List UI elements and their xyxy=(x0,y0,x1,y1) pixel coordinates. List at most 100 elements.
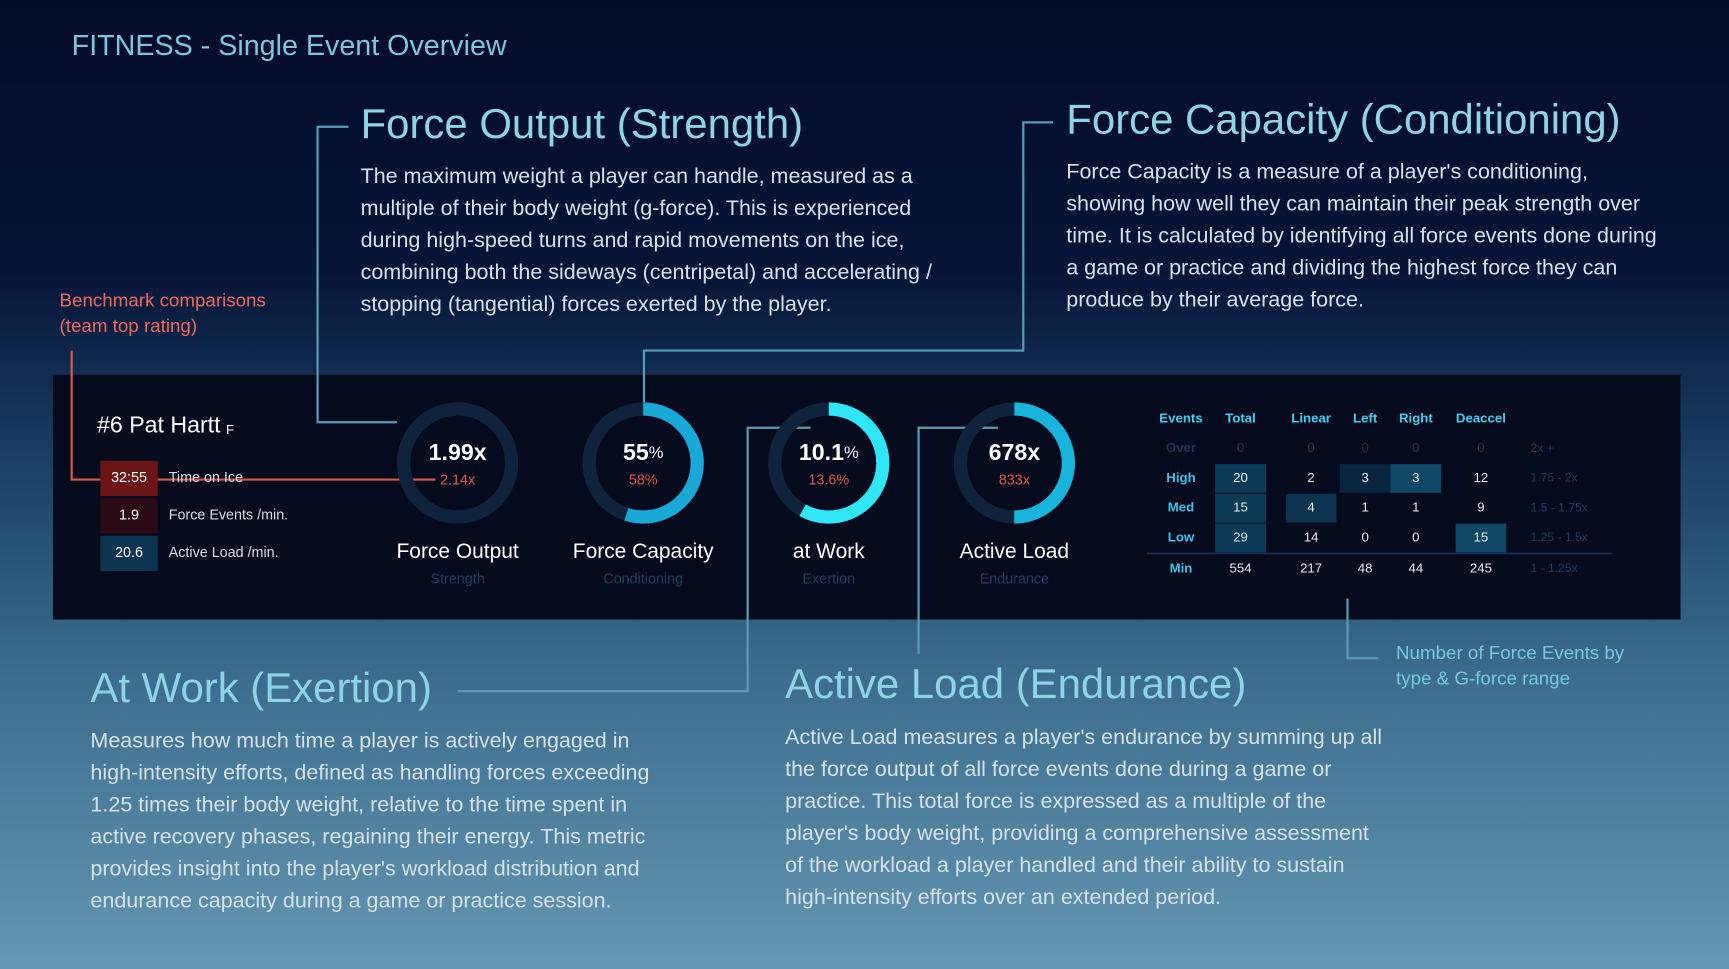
stat-label: Time on Ice xyxy=(169,470,243,486)
table-cell-bg xyxy=(1339,464,1391,493)
stat-value: 32:55 xyxy=(111,470,147,486)
gauge-value: 678x xyxy=(989,439,1041,465)
table-cell: 9 xyxy=(1477,500,1484,515)
table-cell-bg xyxy=(1215,464,1266,493)
table-cell: 15 xyxy=(1233,500,1248,515)
row-label: Min xyxy=(1170,560,1193,575)
gauge-label: Active Load xyxy=(960,540,1069,563)
gauge-value: 10.1% xyxy=(799,439,859,465)
table-cell: 0 xyxy=(1477,440,1484,455)
table-header: Linear xyxy=(1291,410,1331,425)
row-label: High xyxy=(1166,470,1195,485)
table-cell: 217 xyxy=(1300,560,1322,575)
table-cell: 48 xyxy=(1358,560,1373,575)
table-cell: 0 xyxy=(1412,529,1419,544)
stat-value: 20.6 xyxy=(115,545,143,561)
gauge-benchmark: 58% xyxy=(629,472,658,488)
table-header: Deaccel xyxy=(1456,410,1506,425)
connector xyxy=(70,350,436,481)
gauge-arc xyxy=(582,402,704,524)
row-label: Med xyxy=(1168,500,1194,515)
stat-box xyxy=(100,498,158,534)
range-label: 1.75 - 2x xyxy=(1531,471,1578,485)
annotation: Benchmark comparisons (team top rating) xyxy=(59,289,266,337)
stat-label: Active Load /min. xyxy=(169,545,279,561)
table-cell: 3 xyxy=(1412,470,1419,485)
gauge-benchmark: 833x xyxy=(999,472,1031,488)
gauge-arc xyxy=(953,402,1076,524)
stat-box xyxy=(100,535,158,572)
table-cell-bg xyxy=(1215,523,1266,553)
stat-label: Force Events /min. xyxy=(169,508,288,524)
stat-box xyxy=(100,460,158,497)
section-title: Force Output (Strength) xyxy=(360,101,804,148)
range-label: 1.5 - 1.75x xyxy=(1531,500,1588,514)
gauge-unit: % xyxy=(844,444,859,463)
gauge-sublabel: Strength xyxy=(431,572,485,588)
gauge-sublabel: Conditioning xyxy=(603,572,683,588)
section-text: Active Load measures a player's enduranc… xyxy=(785,725,1383,910)
gauge-sublabel: Exertion xyxy=(803,572,856,588)
section-title: At Work (Exertion) xyxy=(90,665,432,713)
gauge-label: at Work xyxy=(793,540,865,563)
page-title: FITNESS - Single Event Overview xyxy=(71,28,507,62)
section-title: Force Capacity (Conditioning) xyxy=(1066,97,1621,144)
gauge-track xyxy=(396,402,519,524)
table-cell-bg xyxy=(1285,493,1337,523)
range-label: 2x + xyxy=(1531,441,1554,455)
connector xyxy=(1346,598,1379,660)
gauge-benchmark: 2.14x xyxy=(440,472,476,488)
row-label: Over xyxy=(1166,440,1196,455)
table-cell: 245 xyxy=(1470,560,1492,575)
table-cell: 4 xyxy=(1307,500,1314,515)
section-text: Measures how much time a player is activ… xyxy=(90,728,650,913)
gauge-value-number: 55 xyxy=(623,439,649,465)
gauge-value-number: 678x xyxy=(989,439,1041,465)
table-header: Events xyxy=(1159,410,1202,425)
table-cell: 1 xyxy=(1412,500,1419,515)
table-cell-bg xyxy=(1390,464,1442,493)
gauge-value: 55% xyxy=(623,439,664,465)
section-title: Active Load (Endurance) xyxy=(785,661,1247,708)
gauge-arc xyxy=(768,402,890,524)
gauge-sublabel: Endurance xyxy=(980,572,1049,588)
table-cell: 0 xyxy=(1361,440,1368,455)
table-cell: 0 xyxy=(1361,529,1368,544)
gauge-label: Force Output xyxy=(397,540,519,563)
table-cell: 44 xyxy=(1409,560,1424,575)
gauge-benchmark: 13.6% xyxy=(808,472,849,488)
table-cell-bg xyxy=(1215,493,1266,523)
table-cell: 0 xyxy=(1237,440,1244,455)
annotation: Number of Force Events by type & G-force… xyxy=(1396,642,1625,689)
table-cell: 29 xyxy=(1233,529,1248,544)
stat-value: 1.9 xyxy=(119,508,139,524)
table-cell-bg xyxy=(1455,523,1507,553)
gauge-value-number: 1.99x xyxy=(429,439,487,465)
section-text: Force Capacity is a measure of a player'… xyxy=(1066,159,1657,312)
range-label: 1 - 1.25x xyxy=(1531,561,1578,575)
table-cell: 1 xyxy=(1361,500,1368,515)
player-name: #6 Pat Hartt F xyxy=(97,412,234,438)
table-cell: 0 xyxy=(1307,440,1314,455)
table-header: Right xyxy=(1399,410,1433,425)
gauge-label: Force Capacity xyxy=(573,540,714,563)
table-cell: 2 xyxy=(1307,470,1314,485)
table-header: Left xyxy=(1353,410,1378,425)
gauge-value: 1.99x xyxy=(429,439,487,465)
table-cell: 12 xyxy=(1474,470,1489,485)
table-cell: 0 xyxy=(1412,440,1419,455)
table-cell: 554 xyxy=(1230,560,1252,575)
connector xyxy=(457,426,811,693)
table-cell: 15 xyxy=(1474,529,1489,544)
range-label: 1.25 - 1.5x xyxy=(1531,530,1588,544)
row-label: Low xyxy=(1168,529,1195,544)
gauge-value-number: 10.1 xyxy=(799,439,844,465)
table-header: Total xyxy=(1225,410,1256,425)
table-cell: 20 xyxy=(1233,470,1248,485)
table-cell: 3 xyxy=(1361,470,1368,485)
table-cell: 14 xyxy=(1304,529,1319,544)
connector xyxy=(642,121,1054,403)
connector xyxy=(316,125,397,424)
